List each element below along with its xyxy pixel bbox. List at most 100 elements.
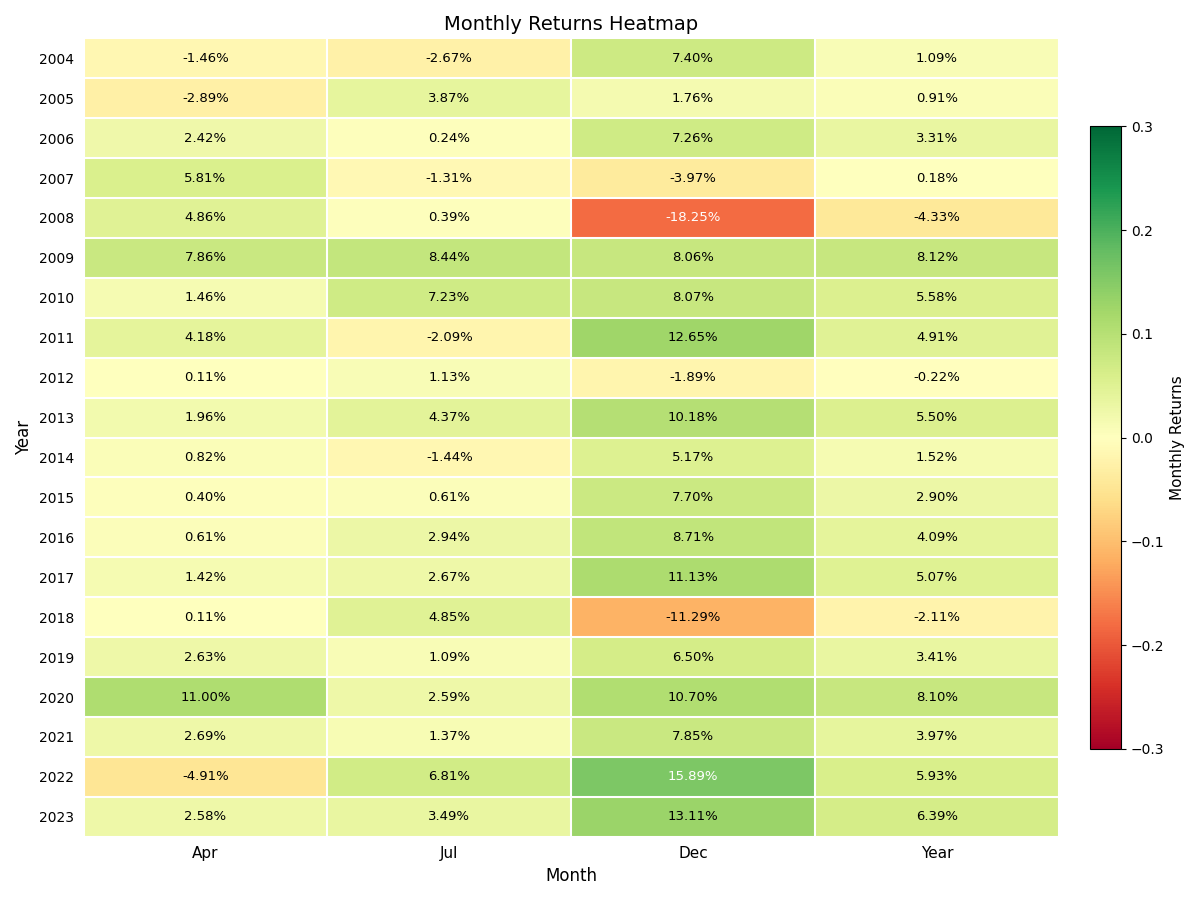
Y-axis label: Year: Year: [14, 420, 32, 455]
Bar: [84, 398, 328, 437]
Text: 0.39%: 0.39%: [428, 212, 470, 224]
Text: 3.49%: 3.49%: [428, 810, 470, 824]
Text: 15.89%: 15.89%: [668, 770, 719, 783]
Text: 12.65%: 12.65%: [667, 331, 719, 344]
Text: 1.96%: 1.96%: [185, 411, 227, 424]
Bar: [328, 437, 571, 477]
Text: -4.33%: -4.33%: [913, 212, 960, 224]
Bar: [571, 198, 815, 238]
Text: 7.40%: 7.40%: [672, 52, 714, 65]
Text: 1.37%: 1.37%: [428, 731, 470, 743]
Bar: [328, 598, 571, 637]
Bar: [815, 637, 1058, 677]
Bar: [84, 158, 328, 198]
Text: 6.50%: 6.50%: [672, 651, 714, 663]
Text: 8.10%: 8.10%: [916, 690, 958, 704]
Bar: [815, 717, 1058, 757]
Bar: [328, 796, 571, 837]
Bar: [328, 677, 571, 717]
Text: 7.86%: 7.86%: [185, 251, 227, 265]
Bar: [571, 518, 815, 557]
Text: 1.09%: 1.09%: [916, 52, 958, 65]
Text: 10.18%: 10.18%: [668, 411, 719, 424]
Text: 7.26%: 7.26%: [672, 131, 714, 145]
Text: 6.81%: 6.81%: [428, 770, 470, 783]
Bar: [84, 318, 328, 357]
Text: 5.93%: 5.93%: [916, 770, 958, 783]
Bar: [328, 357, 571, 398]
Bar: [328, 278, 571, 318]
Text: 8.07%: 8.07%: [672, 292, 714, 304]
Bar: [84, 557, 328, 598]
Bar: [571, 637, 815, 677]
Text: -11.29%: -11.29%: [666, 611, 721, 624]
Bar: [84, 518, 328, 557]
Text: -2.67%: -2.67%: [426, 52, 473, 65]
Title: Monthly Returns Heatmap: Monthly Returns Heatmap: [444, 15, 698, 34]
Bar: [571, 437, 815, 477]
Text: 5.50%: 5.50%: [916, 411, 958, 424]
Text: 4.91%: 4.91%: [916, 331, 958, 344]
Text: 0.91%: 0.91%: [916, 92, 958, 104]
Text: -1.89%: -1.89%: [670, 371, 716, 384]
X-axis label: Month: Month: [545, 867, 598, 885]
Bar: [571, 398, 815, 437]
Bar: [84, 717, 328, 757]
Text: -2.11%: -2.11%: [913, 611, 960, 624]
Text: 0.24%: 0.24%: [428, 131, 470, 145]
Bar: [571, 318, 815, 357]
Bar: [815, 357, 1058, 398]
Bar: [328, 398, 571, 437]
Bar: [571, 158, 815, 198]
Bar: [328, 477, 571, 517]
Text: 8.12%: 8.12%: [916, 251, 958, 265]
Bar: [328, 518, 571, 557]
Text: 3.41%: 3.41%: [916, 651, 958, 663]
Text: 0.11%: 0.11%: [185, 611, 227, 624]
Text: 1.76%: 1.76%: [672, 92, 714, 104]
Bar: [84, 238, 328, 278]
Bar: [815, 677, 1058, 717]
Text: -2.09%: -2.09%: [426, 331, 473, 344]
Bar: [328, 118, 571, 158]
Text: -1.31%: -1.31%: [426, 172, 473, 184]
Text: 4.85%: 4.85%: [428, 611, 470, 624]
Text: 6.39%: 6.39%: [916, 810, 958, 824]
Bar: [84, 198, 328, 238]
Bar: [571, 677, 815, 717]
Bar: [84, 757, 328, 796]
Text: 2.94%: 2.94%: [428, 531, 470, 544]
Text: 2.69%: 2.69%: [185, 731, 227, 743]
Text: -1.46%: -1.46%: [182, 52, 229, 65]
Bar: [815, 318, 1058, 357]
Bar: [84, 598, 328, 637]
Text: 1.52%: 1.52%: [916, 451, 958, 464]
Bar: [84, 796, 328, 837]
Text: 2.63%: 2.63%: [185, 651, 227, 663]
Bar: [84, 118, 328, 158]
Y-axis label: Monthly Returns: Monthly Returns: [1170, 375, 1186, 500]
Text: 8.06%: 8.06%: [672, 251, 714, 265]
Bar: [84, 477, 328, 517]
Text: 0.40%: 0.40%: [185, 491, 227, 504]
Text: 7.23%: 7.23%: [428, 292, 470, 304]
Text: 5.81%: 5.81%: [185, 172, 227, 184]
Bar: [328, 198, 571, 238]
Bar: [571, 39, 815, 78]
Bar: [328, 78, 571, 118]
Text: 4.86%: 4.86%: [185, 212, 227, 224]
Text: -18.25%: -18.25%: [666, 212, 721, 224]
Bar: [328, 757, 571, 796]
Text: 0.61%: 0.61%: [428, 491, 470, 504]
Text: 4.09%: 4.09%: [916, 531, 958, 544]
Text: 11.13%: 11.13%: [667, 571, 719, 584]
Text: -0.22%: -0.22%: [913, 371, 960, 384]
Text: 2.58%: 2.58%: [185, 810, 227, 824]
Bar: [328, 318, 571, 357]
Bar: [84, 278, 328, 318]
Bar: [84, 78, 328, 118]
Text: 2.90%: 2.90%: [916, 491, 958, 504]
Text: 10.70%: 10.70%: [668, 690, 719, 704]
Text: 0.18%: 0.18%: [916, 172, 958, 184]
Text: 7.70%: 7.70%: [672, 491, 714, 504]
